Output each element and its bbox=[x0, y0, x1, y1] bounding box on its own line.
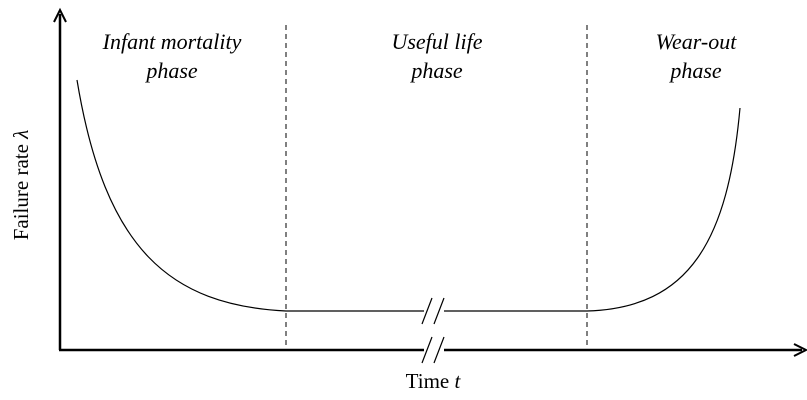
bathtub-curve bbox=[76, 79, 741, 312]
phase-label: Useful life bbox=[391, 29, 482, 54]
x-axis-label-text: Time bbox=[406, 369, 450, 393]
phase-label: Wear-out bbox=[656, 29, 738, 54]
axis-break bbox=[421, 336, 445, 364]
curve-break bbox=[421, 297, 445, 325]
phase-label: Infant mortality bbox=[102, 29, 242, 54]
y-axis-label: Failure rate λ bbox=[9, 130, 33, 241]
phase-label: phase bbox=[409, 58, 463, 83]
x-axis-label-symbol: t bbox=[455, 369, 462, 393]
y-axis-label-symbol: λ bbox=[9, 130, 33, 140]
x-axis-label: Time t bbox=[406, 369, 462, 393]
y-axis-arrow bbox=[53, 7, 67, 23]
x-axis-arrow bbox=[793, 343, 807, 357]
phase-label: phase bbox=[144, 58, 198, 83]
phase-label: phase bbox=[668, 58, 722, 83]
y-axis-label-text: Failure rate bbox=[9, 144, 33, 240]
